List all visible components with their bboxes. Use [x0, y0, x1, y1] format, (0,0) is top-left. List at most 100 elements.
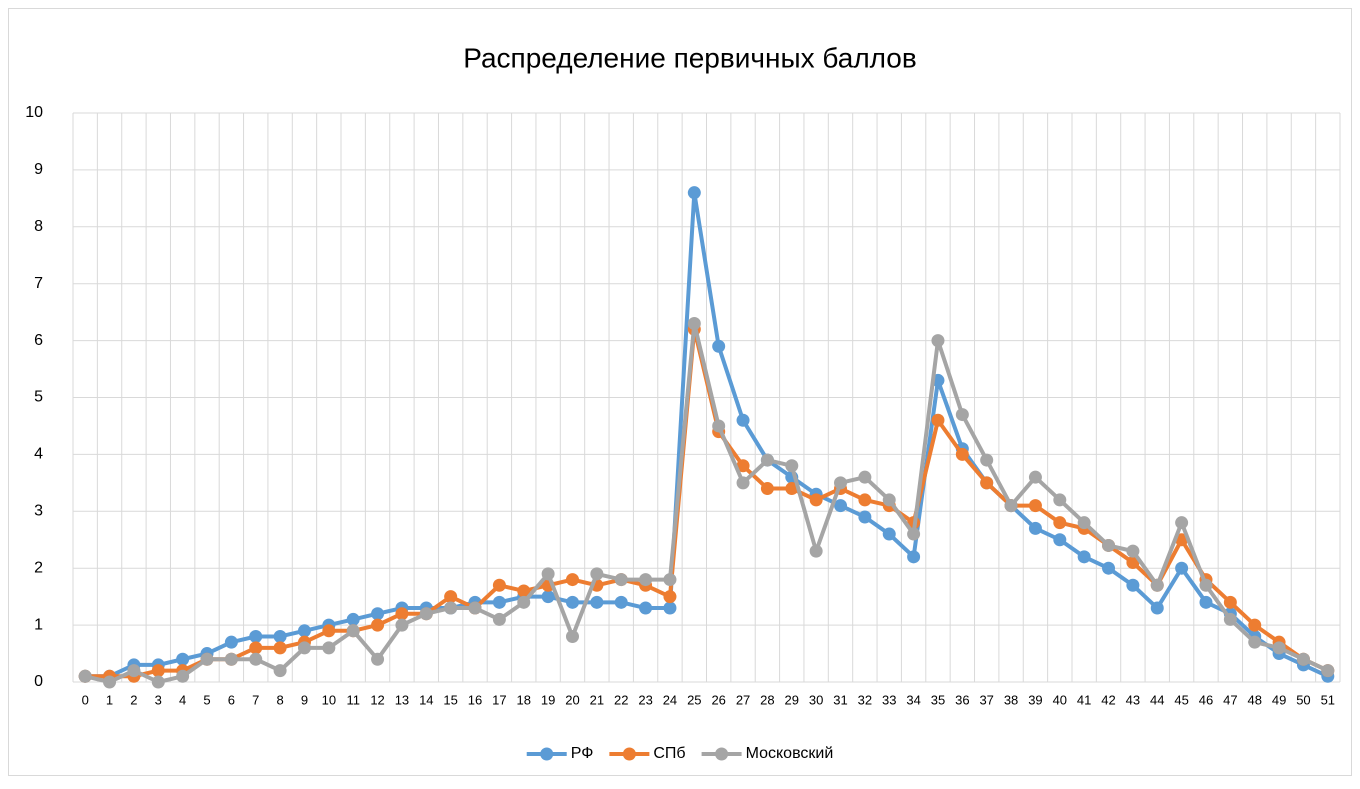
x-tick-label: 13 [395, 692, 409, 707]
data-point [1272, 641, 1286, 655]
data-point [297, 641, 311, 655]
x-tick-label: 5 [203, 692, 210, 707]
data-point [273, 664, 287, 678]
data-point [1150, 601, 1164, 615]
data-point [249, 629, 263, 643]
x-tick-label: 49 [1272, 692, 1286, 707]
data-point [1077, 550, 1091, 564]
data-point [517, 584, 531, 598]
data-point [273, 641, 287, 655]
x-tick-label: 43 [1126, 692, 1140, 707]
data-point [1126, 578, 1140, 592]
data-point [639, 573, 653, 587]
data-point [1223, 612, 1237, 626]
data-point [687, 186, 701, 200]
data-point [517, 595, 531, 609]
data-point [249, 641, 263, 655]
x-tick-label: 21 [590, 692, 604, 707]
data-point [980, 476, 994, 490]
legend-marker [715, 747, 729, 761]
data-point [712, 339, 726, 353]
data-point [1248, 635, 1262, 649]
x-tick-label: 36 [955, 692, 969, 707]
x-tick-label: 24 [663, 692, 677, 707]
x-tick-label: 11 [346, 692, 360, 707]
data-point [712, 419, 726, 433]
data-point [492, 578, 506, 592]
data-point [1126, 544, 1140, 558]
data-point [1223, 595, 1237, 609]
x-tick-label: 8 [276, 692, 283, 707]
x-tick-label: 27 [736, 692, 750, 707]
data-point [371, 607, 385, 621]
x-tick-label: 19 [541, 692, 555, 707]
x-tick-label: 34 [906, 692, 920, 707]
data-point [687, 317, 701, 331]
data-point [1028, 470, 1042, 484]
y-tick-label: 7 [34, 275, 43, 292]
data-point [297, 624, 311, 638]
data-point [1199, 578, 1213, 592]
x-tick-label: 42 [1101, 692, 1115, 707]
x-tick-label: 0 [82, 692, 89, 707]
x-tick-label: 32 [858, 692, 872, 707]
x-tick-label: 31 [833, 692, 847, 707]
legend-label: СПб [653, 745, 685, 762]
legend-item: СПб [609, 745, 686, 762]
x-tick-label: 22 [614, 692, 628, 707]
x-tick-label: 16 [468, 692, 482, 707]
data-point [663, 573, 677, 587]
data-point [444, 590, 458, 604]
y-tick-label: 1 [34, 616, 43, 633]
data-point [371, 652, 385, 666]
data-point [1053, 493, 1067, 507]
x-tick-label: 29 [785, 692, 799, 707]
data-point [955, 408, 969, 422]
data-point [907, 527, 921, 541]
x-tick-label: 3 [155, 692, 162, 707]
data-point [1248, 618, 1262, 632]
x-tick-label: 12 [370, 692, 384, 707]
x-tick-label: 46 [1199, 692, 1213, 707]
x-tick-label: 2 [130, 692, 137, 707]
y-tick-label: 4 [34, 446, 43, 463]
data-point [322, 641, 336, 655]
x-tick-label: 33 [882, 692, 896, 707]
data-point [663, 601, 677, 615]
data-point [760, 453, 774, 467]
data-point [809, 544, 823, 558]
x-tick-label: 37 [979, 692, 993, 707]
data-point [785, 482, 799, 496]
data-point [103, 675, 117, 689]
legend-label: РФ [571, 745, 594, 762]
data-point [346, 612, 360, 626]
data-point [565, 595, 579, 609]
x-tick-label: 18 [517, 692, 531, 707]
data-point [419, 607, 433, 621]
data-point [858, 470, 872, 484]
series-line [85, 190, 1329, 679]
data-point [1102, 538, 1116, 552]
data-point [371, 618, 385, 632]
data-point [541, 567, 555, 581]
x-tick-label: 38 [1004, 692, 1018, 707]
x-tick-label: 47 [1223, 692, 1237, 707]
x-tick-label: 1 [106, 692, 113, 707]
x-tick-label: 20 [565, 692, 579, 707]
data-point [1175, 516, 1189, 530]
x-tick-label: 28 [760, 692, 774, 707]
data-point [176, 652, 190, 666]
data-point [1126, 556, 1140, 570]
x-tick-label: 7 [252, 692, 259, 707]
data-point [1004, 499, 1018, 513]
x-tick-label: 35 [931, 692, 945, 707]
x-tick-label: 15 [443, 692, 457, 707]
x-tick-label: 23 [638, 692, 652, 707]
x-tick-label: 48 [1247, 692, 1261, 707]
data-point [273, 629, 287, 643]
data-point [736, 476, 750, 490]
data-point [1199, 595, 1213, 609]
data-point [614, 595, 628, 609]
